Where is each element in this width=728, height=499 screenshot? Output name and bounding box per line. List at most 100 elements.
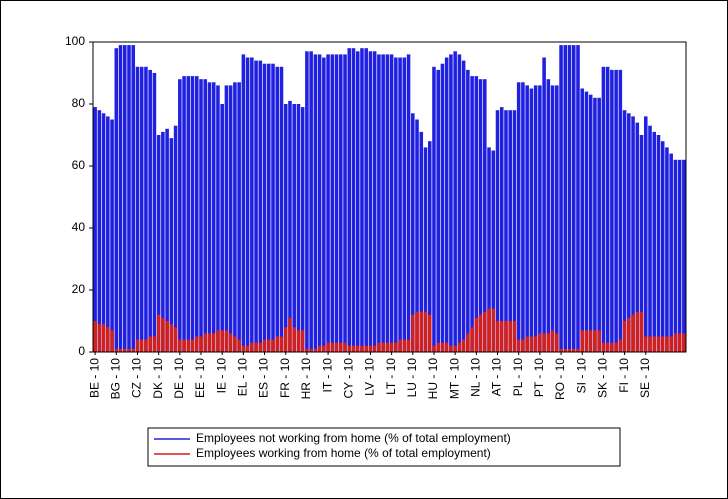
x-tick-label: AT - 10 <box>490 358 504 397</box>
x-tick-label: SK - 10 <box>596 358 610 398</box>
bar <box>110 119 114 352</box>
bar <box>385 342 390 352</box>
bar <box>483 311 487 352</box>
bar <box>631 314 635 352</box>
bar <box>241 345 246 352</box>
bar <box>466 69 470 353</box>
bar <box>652 131 657 352</box>
bar <box>114 48 119 352</box>
y-tick-label: 20 <box>72 282 86 296</box>
bar <box>309 348 313 352</box>
bar <box>440 342 445 352</box>
bar <box>580 330 585 352</box>
bar <box>423 311 428 352</box>
bar <box>610 342 614 352</box>
bar <box>288 317 292 352</box>
bar <box>673 159 678 352</box>
bar <box>131 348 136 352</box>
bar <box>271 339 275 352</box>
bar <box>254 342 258 352</box>
bar <box>156 135 161 352</box>
bar <box>627 317 631 352</box>
bar <box>139 339 144 352</box>
bar <box>398 339 402 352</box>
bar <box>224 330 229 352</box>
x-tick-label: FI - 10 <box>617 358 631 393</box>
bar <box>224 85 229 353</box>
bar <box>156 314 161 352</box>
bar <box>377 342 381 352</box>
bar <box>491 150 496 352</box>
bar <box>313 348 318 352</box>
bar <box>487 308 491 352</box>
bar <box>576 45 580 352</box>
bar <box>622 110 627 352</box>
x-tick-label: FR - 10 <box>278 358 292 398</box>
bar <box>262 339 267 352</box>
bar <box>567 45 572 352</box>
bar <box>178 339 182 352</box>
bar <box>470 327 474 352</box>
bar <box>427 141 432 352</box>
bar <box>267 339 271 352</box>
bar <box>461 60 466 352</box>
bar <box>635 122 640 352</box>
x-tick-label: HU - 10 <box>426 358 440 400</box>
bar <box>559 45 563 352</box>
bar <box>330 54 335 353</box>
bar <box>317 54 322 353</box>
bar <box>491 308 496 352</box>
bar <box>576 348 580 352</box>
bar <box>521 82 525 353</box>
bar <box>339 342 343 352</box>
bar <box>588 330 593 352</box>
bar <box>499 321 504 352</box>
bar <box>584 330 589 352</box>
bar <box>220 104 224 352</box>
bar <box>559 348 563 352</box>
bar <box>233 336 237 352</box>
bar <box>542 57 546 352</box>
bar <box>144 339 148 352</box>
bar <box>93 321 97 352</box>
bar <box>275 336 280 352</box>
bar <box>305 348 309 352</box>
bar <box>665 336 669 352</box>
bar <box>250 342 254 352</box>
bar <box>339 54 343 353</box>
bar <box>343 54 347 353</box>
bar <box>605 342 610 352</box>
bar <box>512 110 517 352</box>
x-tick-label: IT - 10 <box>320 358 334 393</box>
bar <box>127 45 131 352</box>
y-tick-label: 80 <box>72 96 86 110</box>
x-tick-label: SE - 10 <box>638 358 652 398</box>
bar <box>351 48 356 352</box>
bar <box>444 342 449 352</box>
x-tick-label: EE - 10 <box>193 358 207 398</box>
bar <box>355 51 360 353</box>
bar <box>415 311 419 352</box>
bar <box>470 76 474 352</box>
bar <box>521 339 525 352</box>
bar <box>656 135 661 352</box>
bar <box>186 76 191 352</box>
bar <box>411 113 415 352</box>
bar <box>165 128 169 352</box>
x-tick-label: HR - 10 <box>299 358 313 400</box>
bar <box>233 82 237 353</box>
bar <box>377 54 381 353</box>
bar <box>194 76 199 352</box>
bar <box>203 79 208 352</box>
bar <box>228 85 233 353</box>
bar <box>207 82 212 353</box>
bar <box>118 45 123 352</box>
x-tick-label: PL - 10 <box>511 358 525 397</box>
bar <box>635 311 640 352</box>
y-tick-label: 60 <box>72 158 86 172</box>
bar <box>101 324 106 352</box>
bar <box>326 54 330 353</box>
x-tick-label: SI - 10 <box>574 358 588 394</box>
bar <box>322 57 326 352</box>
bar <box>245 57 250 352</box>
